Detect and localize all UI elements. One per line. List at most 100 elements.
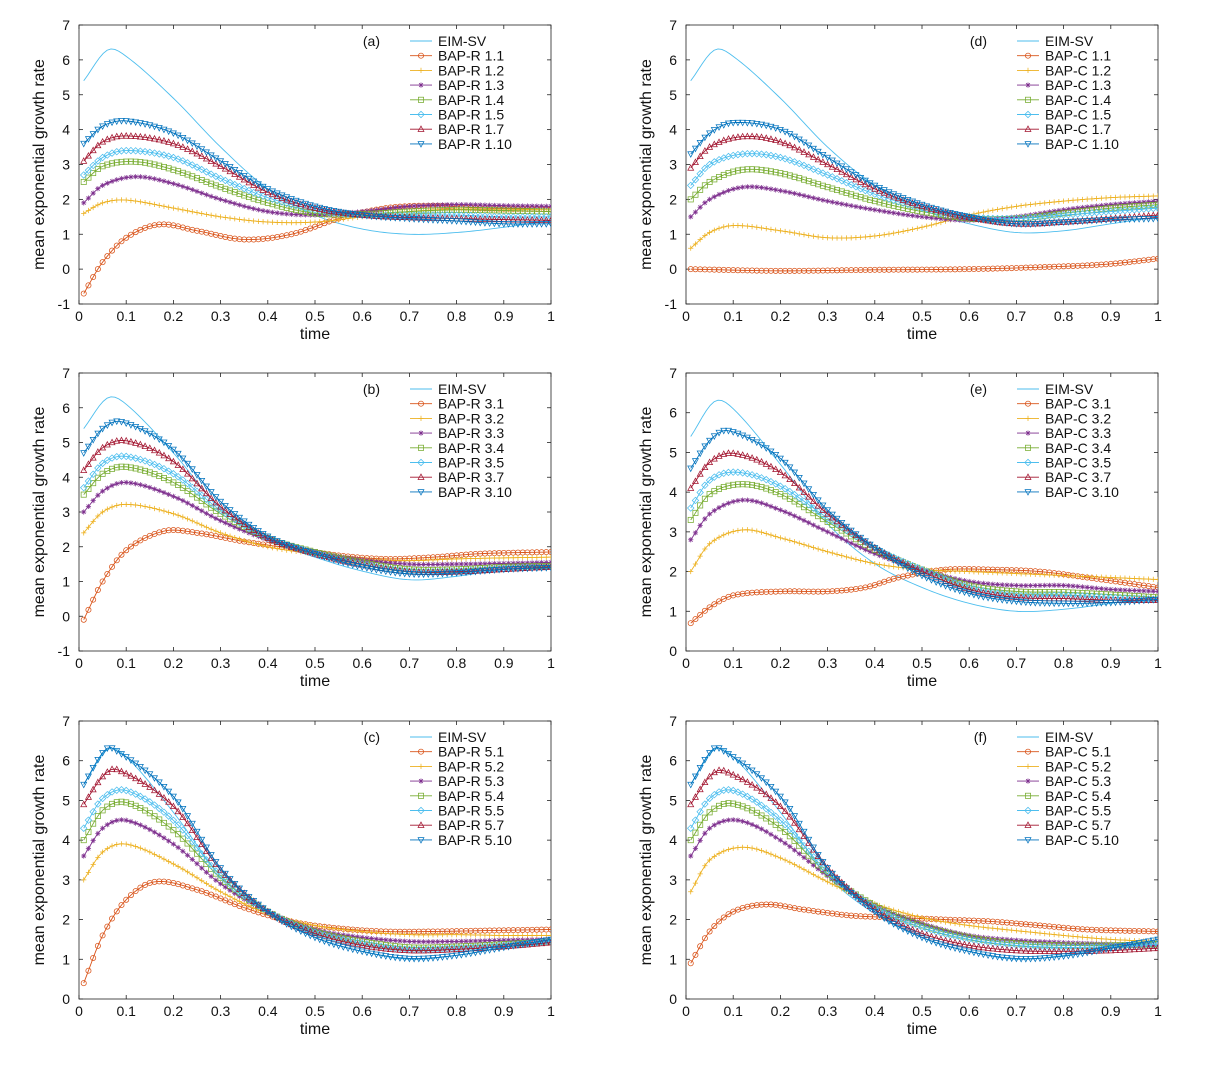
data-marker xyxy=(418,748,424,755)
data-marker xyxy=(753,589,760,596)
data-marker xyxy=(113,765,121,773)
y-axis-label: mean exponential growth rate xyxy=(31,59,48,270)
data-marker xyxy=(928,215,935,221)
data-marker xyxy=(852,192,859,199)
data-marker xyxy=(1088,926,1095,933)
data-marker xyxy=(396,955,404,962)
data-marker xyxy=(716,225,722,231)
data-marker xyxy=(415,946,423,954)
data-marker xyxy=(701,778,709,786)
data-marker xyxy=(1107,927,1114,934)
y-axis-label: mean exponential growth rate xyxy=(31,755,48,966)
data-marker xyxy=(156,221,163,228)
data-marker xyxy=(748,149,756,158)
data-marker xyxy=(538,216,546,223)
data-marker xyxy=(198,152,206,159)
data-marker xyxy=(1089,574,1095,580)
y-tick-label: 4 xyxy=(669,484,677,500)
data-marker xyxy=(236,536,243,542)
data-marker xyxy=(472,202,479,208)
data-marker xyxy=(170,493,176,499)
data-marker xyxy=(1107,216,1115,224)
data-marker xyxy=(528,940,536,947)
data-marker xyxy=(782,188,788,195)
data-marker xyxy=(306,203,314,210)
data-marker xyxy=(141,121,149,128)
data-marker xyxy=(933,215,939,221)
data-marker xyxy=(716,266,723,273)
data-marker xyxy=(103,456,112,465)
data-marker xyxy=(317,212,323,218)
y-tick-label: 7 xyxy=(669,365,677,381)
data-marker xyxy=(402,938,408,944)
data-marker xyxy=(1024,458,1032,467)
data-marker xyxy=(434,207,441,214)
data-marker xyxy=(137,199,143,205)
data-marker xyxy=(222,214,228,221)
data-marker xyxy=(701,607,708,614)
data-marker xyxy=(875,187,884,194)
data-marker xyxy=(787,843,793,850)
data-marker xyxy=(777,188,783,194)
data-marker xyxy=(278,192,286,200)
data-marker xyxy=(184,840,191,847)
data-marker xyxy=(961,931,968,938)
y-tick-label: 0 xyxy=(669,261,677,277)
data-marker xyxy=(739,590,746,597)
x-tick-label: 0.3 xyxy=(818,1003,838,1019)
data-marker xyxy=(691,458,699,465)
data-marker xyxy=(476,215,484,222)
data-marker xyxy=(197,165,206,174)
data-marker xyxy=(782,829,789,835)
data-marker xyxy=(85,195,92,201)
data-marker xyxy=(231,189,238,196)
data-marker xyxy=(961,266,968,273)
data-marker xyxy=(710,473,719,481)
y-tick-label: 2 xyxy=(62,912,70,928)
data-marker xyxy=(297,924,305,931)
data-marker xyxy=(509,566,517,573)
data-marker xyxy=(226,510,234,517)
data-marker xyxy=(998,954,1006,962)
data-marker xyxy=(278,203,285,210)
data-marker xyxy=(524,203,530,209)
data-marker xyxy=(160,528,167,535)
data-marker xyxy=(900,211,906,217)
data-marker xyxy=(151,878,158,885)
data-marker xyxy=(510,560,516,566)
data-marker xyxy=(406,203,412,209)
data-marker xyxy=(786,812,794,820)
data-marker xyxy=(81,210,87,216)
data-marker xyxy=(418,415,424,421)
data-marker xyxy=(960,589,969,596)
data-marker xyxy=(1013,582,1019,589)
data-marker xyxy=(434,954,442,962)
data-marker xyxy=(842,523,851,531)
data-marker xyxy=(1088,600,1096,608)
data-marker xyxy=(848,235,854,241)
data-marker xyxy=(762,151,770,159)
data-marker xyxy=(754,184,760,190)
data-marker xyxy=(547,221,551,228)
data-marker xyxy=(297,200,305,208)
data-marker xyxy=(207,861,215,870)
data-marker xyxy=(100,200,106,206)
data-marker xyxy=(208,526,214,532)
data-marker xyxy=(768,831,774,837)
data-marker xyxy=(1045,943,1054,951)
data-marker xyxy=(372,212,380,219)
data-marker xyxy=(100,509,106,515)
data-marker xyxy=(1093,215,1101,223)
data-marker xyxy=(796,267,803,274)
data-marker xyxy=(966,568,972,575)
data-marker xyxy=(734,481,741,488)
data-marker xyxy=(974,586,983,594)
data-marker xyxy=(984,594,992,602)
data-marker xyxy=(438,954,446,961)
data-marker xyxy=(767,151,775,160)
data-marker xyxy=(866,541,874,549)
data-marker xyxy=(1037,939,1043,945)
data-marker xyxy=(118,902,125,909)
data-marker xyxy=(1098,206,1105,213)
